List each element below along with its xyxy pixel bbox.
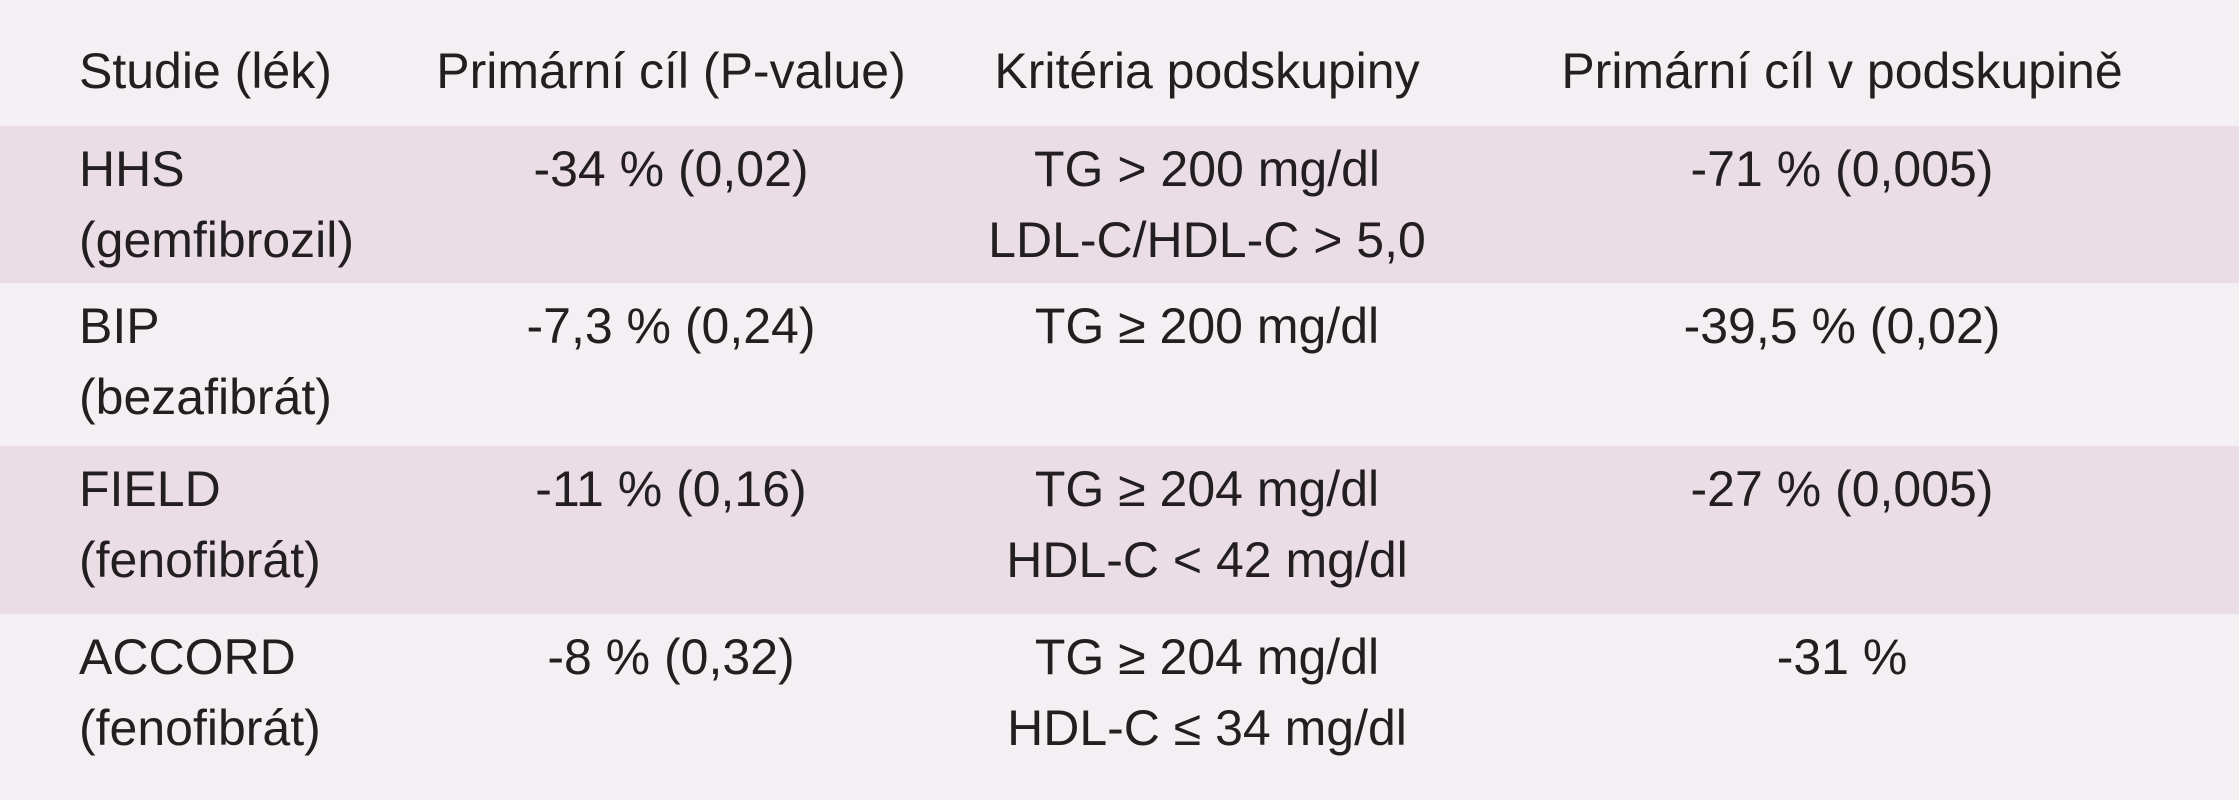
table-cell: -31 % <box>1777 622 1908 693</box>
header-cell: Studie (lék) <box>79 43 332 99</box>
table-cell: -8 % (0,32) <box>547 622 794 693</box>
cell-line: BIP <box>79 298 160 354</box>
cell-line: (fenofibrát) <box>79 532 321 588</box>
cell-line: -71 % (0,005) <box>1690 141 1994 197</box>
cell-line: TG ≥ 204 mg/dl <box>1034 461 1380 517</box>
cell-line: -39,5 % (0,02) <box>1683 298 2001 354</box>
cell-line: -8 % (0,32) <box>547 629 795 685</box>
cell-line: FIELD <box>79 461 221 517</box>
table-cell: TG > 200 mg/dl LDL-C/HDL-C > 5,0 <box>988 134 1426 276</box>
cell-line: (bezafibrát) <box>79 369 332 425</box>
cell-line: TG ≥ 200 mg/dl <box>1034 298 1380 354</box>
table-cell: -11 % (0,16) <box>535 454 806 525</box>
cell-line: ACCORD <box>79 629 296 685</box>
table-cell: HHS (gemfibrozil) <box>79 134 354 276</box>
table-cell: -7,3 % (0,24) <box>526 291 815 362</box>
cell-line: (gemfibrozil) <box>79 212 355 268</box>
table-cell: TG ≥ 200 mg/dl <box>1035 291 1379 362</box>
cell-line: -7,3 % (0,24) <box>526 298 816 354</box>
header-cell: Primární cíl v podskupině <box>1561 43 2123 99</box>
table-cell: TG ≥ 204 mg/dl HDL-C ≤ 34 mg/dl <box>1007 622 1407 764</box>
table-row: ACCORD (fenofibrát) -8 % (0,32) TG ≥ 204 mg… <box>0 614 2239 800</box>
cell-line: HHS <box>79 141 185 197</box>
cell-line: -27 % (0,005) <box>1690 461 1994 517</box>
table-cell: -27 % (0,005) <box>1691 454 1994 525</box>
cell-line: HDL-C < 42 mg/dl <box>1006 532 1408 588</box>
cell-line: HDL-C ≤ 34 mg/dl <box>1007 700 1407 756</box>
table-cell: TG ≥ 204 mg/dl HDL-C < 42 mg/dl <box>1006 454 1408 596</box>
cell-line: LDL-C/HDL-C > 5,0 <box>988 212 1426 268</box>
table-cell: -71 % (0,005) <box>1691 134 1994 205</box>
header-cell: Primární cíl (P-value) <box>436 43 906 99</box>
header-cell: Kritéria podskupiny <box>994 43 1420 99</box>
table-row: FIELD (fenofibrát) -11 % (0,16) TG ≥ 204 mg… <box>0 446 2239 614</box>
table-row: HHS (gemfibrozil) -34 % (0,02) TG > 200 mg/… <box>0 126 2239 283</box>
table-cell: -34 % (0,02) <box>533 134 808 205</box>
header-row: Studie (lék) Primární cíl (P-value) Kritér… <box>0 0 2239 126</box>
cell-line: -31 % <box>1776 629 1908 685</box>
cell-line: (fenofibrát) <box>79 700 321 756</box>
table-cell: -39,5 % (0,02) <box>1684 291 2001 362</box>
table-cell: FIELD (fenofibrát) <box>79 454 321 596</box>
cell-line: TG ≥ 204 mg/dl <box>1034 629 1380 685</box>
table-row: BIP (bezafibrát) -7,3 % (0,24) TG ≥ 200 mg/… <box>0 283 2239 446</box>
cell-line: TG > 200 mg/dl <box>1034 141 1380 197</box>
table-cell: BIP (bezafibrát) <box>79 291 332 433</box>
cell-line: -34 % (0,02) <box>533 141 809 197</box>
table-cell: ACCORD (fenofibrát) <box>79 622 321 764</box>
cell-line: -11 % (0,16) <box>535 461 807 517</box>
